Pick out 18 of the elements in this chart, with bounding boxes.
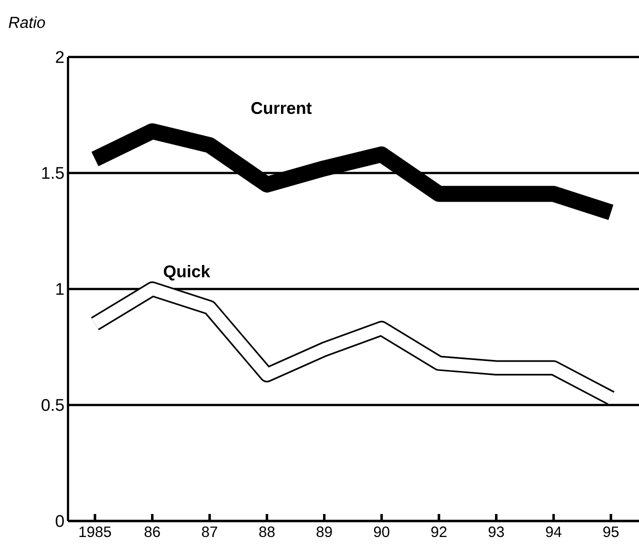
- x-tick-label: 92: [431, 526, 446, 538]
- x-tick-label: 93: [488, 526, 504, 538]
- x-tick-label: 90: [374, 526, 390, 538]
- x-tick-label: 1985: [79, 526, 111, 538]
- x-tick-label: 94: [546, 526, 562, 538]
- y-tick-label: 0: [56, 514, 64, 527]
- x-tick-label: 88: [259, 526, 275, 538]
- x-tick-label: 89: [316, 526, 332, 538]
- x-tick-label: 95: [603, 526, 619, 538]
- y-tick-label: 1: [56, 283, 64, 295]
- y-tick-label: 1.5: [42, 167, 64, 179]
- y-axis-title: Ratio: [8, 16, 45, 28]
- y-tick-label: 2: [56, 51, 64, 63]
- x-tick-label: 86: [144, 526, 160, 538]
- series-label: Quick: [164, 264, 210, 281]
- text: Current: [251, 102, 312, 114]
- y-tick-label: 0.5: [42, 398, 64, 411]
- x-tick-label: 87: [202, 526, 218, 538]
